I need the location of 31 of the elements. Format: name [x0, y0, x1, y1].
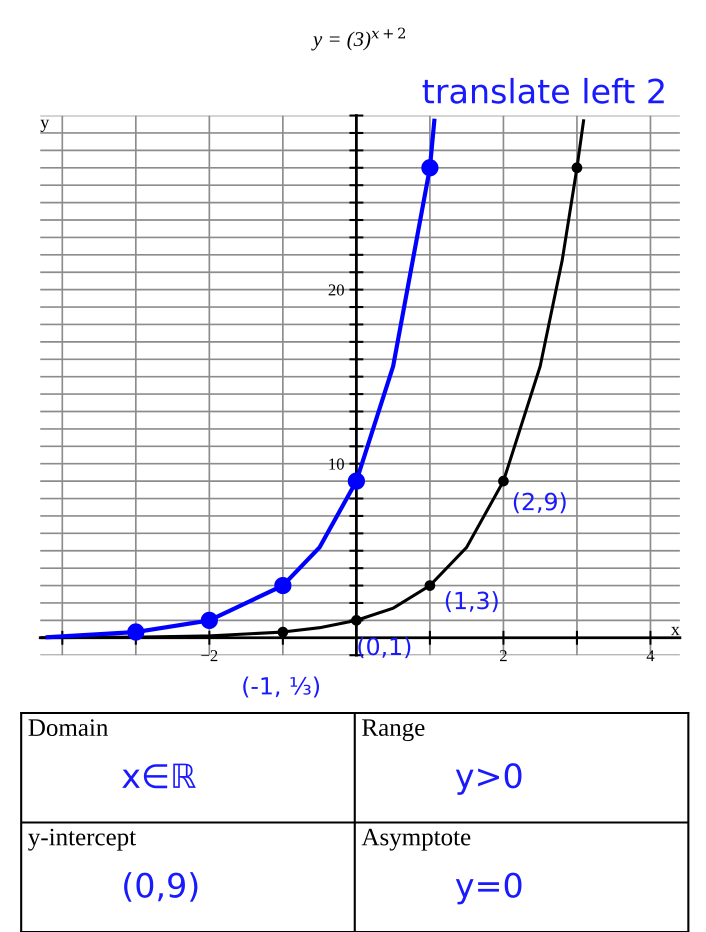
text: y=0 [456, 872, 522, 904]
y-tick-label: 20 [328, 284, 344, 296]
y-axis-title: y [40, 120, 50, 132]
x-axis-title: x [671, 626, 680, 636]
point [278, 626, 288, 638]
text: Range [362, 719, 424, 742]
text: Asymptote [362, 828, 470, 851]
x-tick-label: 2 [500, 650, 507, 662]
text: translate left 2 [422, 78, 664, 104]
point [200, 612, 218, 629]
point [421, 159, 439, 176]
point [274, 576, 292, 594]
chart-title: y = (3)$^{x+2}$ [311, 28, 406, 50]
point [498, 476, 509, 486]
point [572, 162, 582, 174]
point [348, 472, 365, 490]
text: y>0 [456, 763, 522, 795]
point [127, 623, 144, 641]
text: x∈ℝ [122, 764, 196, 788]
text: y-intercept [28, 828, 136, 851]
annotation: (1,3) [446, 591, 498, 612]
point [351, 615, 362, 626]
x-tick-label: −2 [201, 650, 218, 662]
x-tick-label: 4 [646, 650, 654, 662]
annotation: (2,9) [514, 492, 566, 514]
annotation: (-1, ⅓) [243, 676, 320, 698]
annotation: (0,1) [358, 637, 410, 658]
point [424, 580, 436, 591]
text: (0,9) [124, 872, 198, 902]
y-tick-label: 10 [329, 458, 344, 470]
text: Domain [28, 719, 108, 736]
